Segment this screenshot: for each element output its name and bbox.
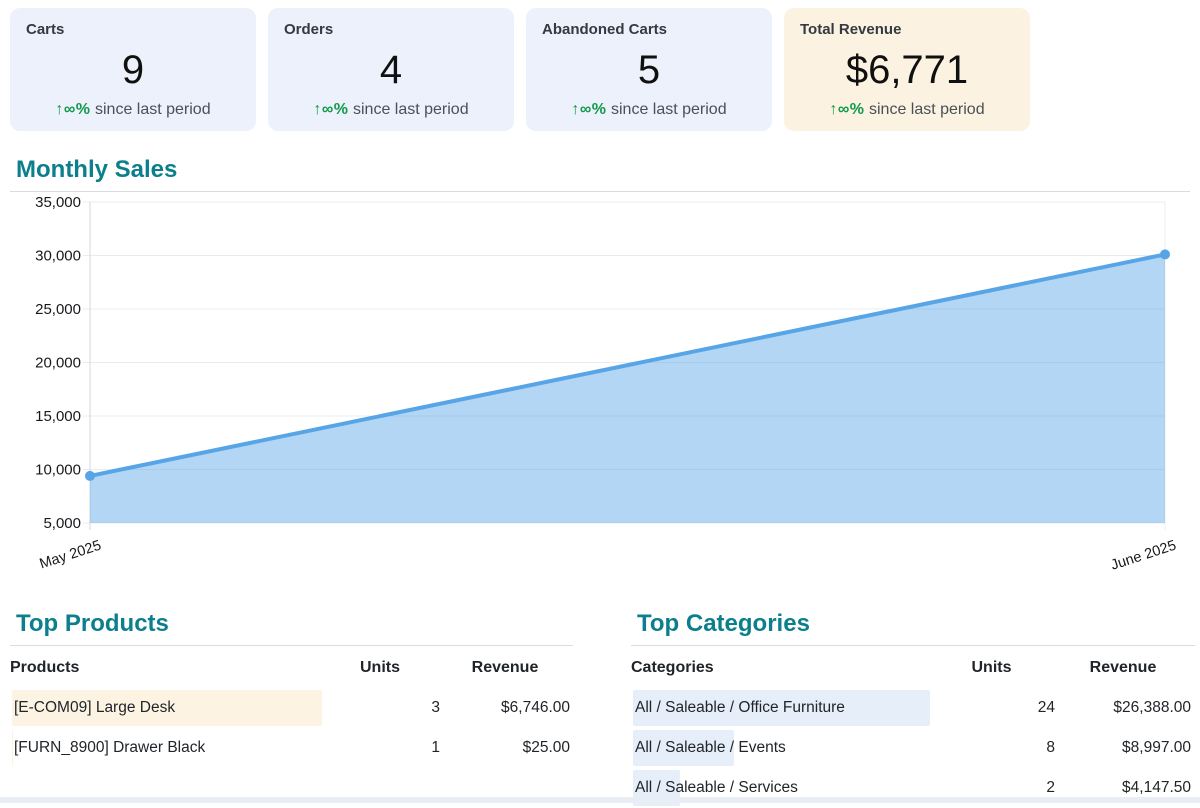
category-revenue: $4,147.50: [1122, 779, 1191, 796]
category-name: All / Saleable / Office Furniture: [635, 699, 845, 716]
kpi-card-trend: ↑∞% since last period: [800, 101, 1014, 119]
svg-text:25,000: 25,000: [35, 301, 81, 318]
svg-text:35,000: 35,000: [35, 194, 81, 211]
monthly-sales-title: Monthly Sales: [16, 156, 178, 183]
trend-text: since last period: [868, 101, 985, 118]
svg-text:10,000: 10,000: [35, 462, 81, 479]
category-name: All / Saleable / Events: [635, 739, 786, 756]
table-row[interactable]: [FURN_8900] Drawer Black 1 $25.00: [10, 728, 570, 768]
product-units: 3: [431, 699, 440, 716]
table-row[interactable]: All / Saleable / Events 8 $8,997.00: [631, 728, 1191, 768]
column-header-revenue: Revenue: [1089, 659, 1157, 676]
top-products-title: Top Products: [16, 610, 169, 637]
category-revenue: $8,997.00: [1122, 739, 1191, 756]
trend-up-infinity-icon: ↑∞%: [55, 101, 91, 118]
product-name: [E-COM09] Large Desk: [14, 699, 176, 716]
revenue-share-bar: [633, 730, 735, 766]
monthly-sales-chart[interactable]: 5,000 10,000 15,000 20,000 25,000 30,000 35,00…: [0, 190, 1200, 590]
column-header-revenue: Revenue: [471, 659, 539, 676]
svg-text:June 2025: June 2025: [1109, 538, 1178, 574]
kpi-card-value: 4: [379, 47, 403, 92]
table-row[interactable]: All / Saleable / Office Furniture 24 $26…: [631, 688, 1191, 728]
svg-text:May 2025: May 2025: [38, 538, 104, 573]
category-units: 24: [1037, 699, 1055, 716]
top-products-header: Top Products: [10, 610, 573, 646]
kpi-card-title: Total Revenue: [800, 21, 902, 38]
top-categories-table: Categories Units Revenue All / Saleable …: [631, 648, 1191, 808]
kpi-card-title: Orders: [284, 21, 334, 38]
kpi-card-abandoned-carts[interactable]: Abandoned Carts 5 ↑∞% since last period: [526, 8, 772, 131]
kpi-cards-row: Carts 9 ↑∞% since last period Orders 4 ↑…: [10, 8, 1030, 131]
category-units: 8: [1046, 739, 1055, 756]
kpi-card-value: $6,771: [845, 47, 969, 92]
column-header-products: Products: [10, 659, 80, 676]
revenue-share-bar: [12, 730, 14, 766]
kpi-card-trend: ↑∞% since last period: [542, 101, 756, 119]
svg-text:5,000: 5,000: [43, 515, 81, 532]
column-header-units: Units: [971, 659, 1012, 676]
product-name: [FURN_8900] Drawer Black: [14, 739, 206, 756]
kpi-card-total-revenue[interactable]: Total Revenue $6,771 ↑∞% since last peri…: [784, 8, 1030, 131]
svg-text:20,000: 20,000: [35, 355, 81, 372]
kpi-card-trend: ↑∞% since last period: [284, 101, 498, 119]
bottom-divider: [0, 797, 1200, 803]
table-header-row: Categories Units Revenue: [631, 648, 1191, 688]
top-categories-header: Top Categories: [631, 610, 1195, 646]
kpi-card-orders[interactable]: Orders 4 ↑∞% since last period: [268, 8, 514, 131]
category-units: 2: [1046, 779, 1055, 796]
trend-text: since last period: [352, 101, 469, 118]
trend-text: since last period: [94, 101, 211, 118]
trend-up-infinity-icon: ↑∞%: [313, 101, 349, 118]
monthly-sales-header: Monthly Sales: [10, 156, 1190, 192]
product-revenue: $25.00: [522, 739, 570, 756]
category-revenue: $26,388.00: [1113, 699, 1191, 716]
kpi-card-carts[interactable]: Carts 9 ↑∞% since last period: [10, 8, 256, 131]
kpi-card-value: 5: [637, 47, 661, 92]
product-revenue: $6,746.00: [501, 699, 570, 716]
column-header-categories: Categories: [631, 659, 714, 676]
svg-text:30,000: 30,000: [35, 248, 81, 265]
trend-up-infinity-icon: ↑∞%: [571, 101, 607, 118]
table-header-row: Products Units Revenue: [10, 648, 570, 688]
kpi-card-title: Carts: [26, 21, 65, 38]
top-categories-title: Top Categories: [637, 610, 810, 637]
category-name: All / Saleable / Services: [635, 779, 798, 796]
kpi-card-trend: ↑∞% since last period: [26, 101, 240, 119]
revenue-share-bar: [633, 690, 930, 726]
revenue-share-bar: [12, 690, 322, 726]
svg-text:15,000: 15,000: [35, 408, 81, 425]
trend-text: since last period: [610, 101, 727, 118]
column-header-units: Units: [360, 659, 400, 676]
top-products-table: Products Units Revenue [E-COM09] Large D…: [10, 648, 570, 768]
product-units: 1: [431, 739, 440, 756]
kpi-card-title: Abandoned Carts: [542, 21, 668, 38]
kpi-card-value: 9: [121, 47, 145, 92]
table-row[interactable]: [E-COM09] Large Desk 3 $6,746.00: [10, 688, 570, 728]
trend-up-infinity-icon: ↑∞%: [829, 101, 865, 118]
